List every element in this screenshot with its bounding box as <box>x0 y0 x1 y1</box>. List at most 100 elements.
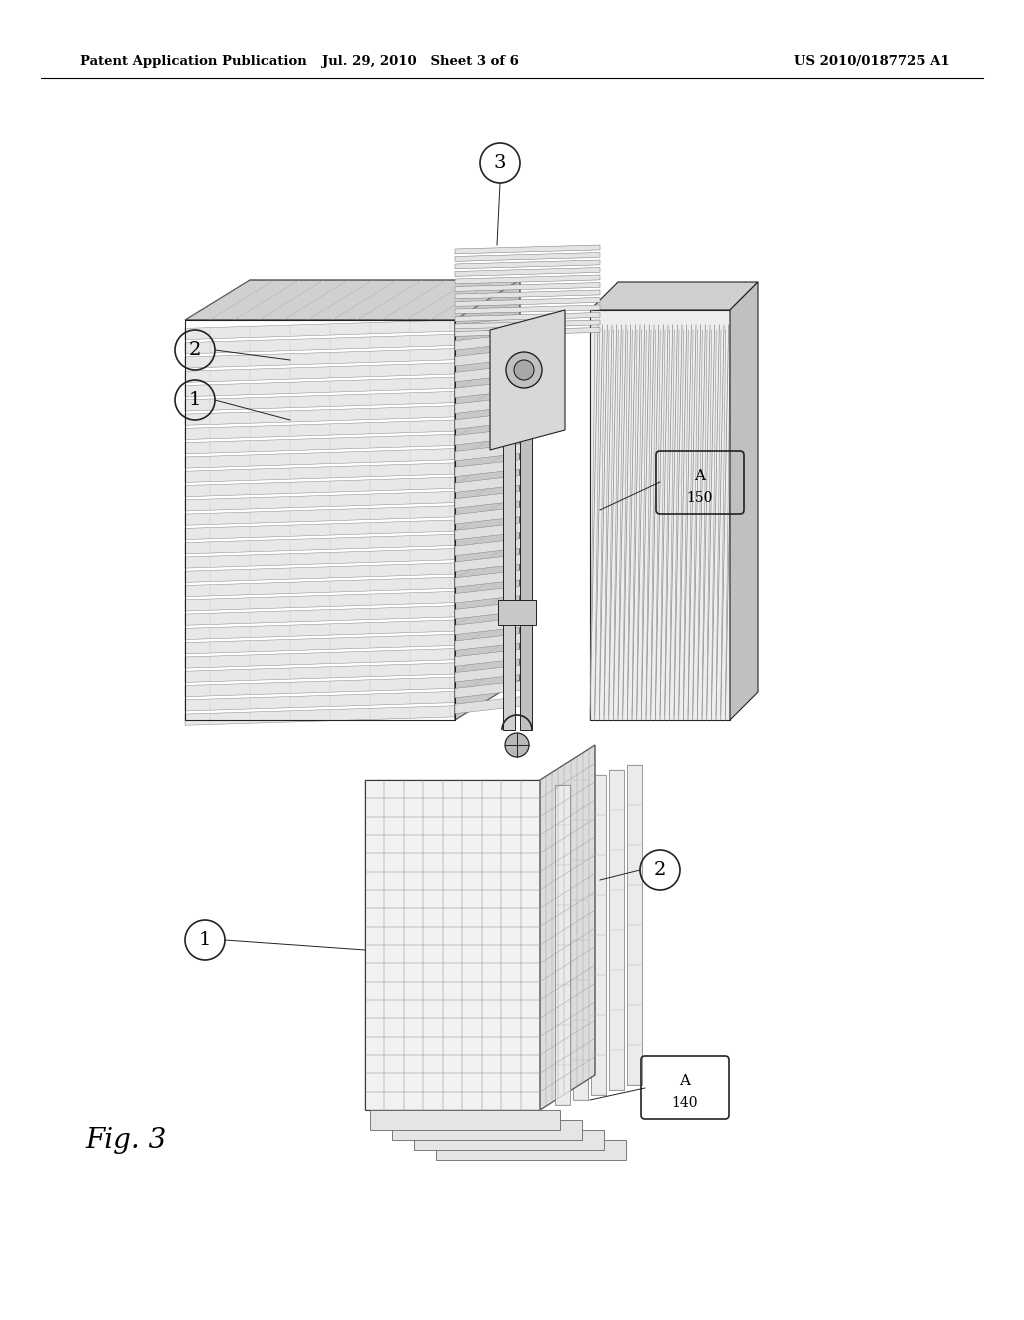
Polygon shape <box>455 275 600 284</box>
Polygon shape <box>455 268 600 276</box>
Polygon shape <box>540 744 595 1110</box>
Text: Jul. 29, 2010   Sheet 3 of 6: Jul. 29, 2010 Sheet 3 of 6 <box>322 55 518 69</box>
Polygon shape <box>365 780 540 1110</box>
Text: 140: 140 <box>672 1096 698 1110</box>
Polygon shape <box>591 775 606 1096</box>
Polygon shape <box>185 520 455 540</box>
Polygon shape <box>498 601 536 624</box>
Polygon shape <box>455 252 600 261</box>
Polygon shape <box>185 434 455 454</box>
Text: 150: 150 <box>687 491 713 506</box>
Polygon shape <box>185 606 455 626</box>
Polygon shape <box>455 428 525 445</box>
Polygon shape <box>590 282 758 310</box>
Polygon shape <box>185 463 455 482</box>
Text: 2: 2 <box>188 341 201 359</box>
Text: A: A <box>694 469 706 483</box>
Polygon shape <box>185 420 455 440</box>
Text: 1: 1 <box>188 391 201 409</box>
Polygon shape <box>185 280 520 319</box>
Polygon shape <box>455 618 525 635</box>
Text: A: A <box>680 1074 690 1088</box>
Polygon shape <box>455 380 525 397</box>
Polygon shape <box>185 363 455 383</box>
Polygon shape <box>185 477 455 496</box>
Text: 3: 3 <box>494 154 506 172</box>
Polygon shape <box>455 570 525 587</box>
Polygon shape <box>455 664 525 682</box>
Polygon shape <box>185 334 455 354</box>
Polygon shape <box>455 680 525 698</box>
Polygon shape <box>455 313 600 321</box>
Polygon shape <box>609 770 624 1090</box>
Polygon shape <box>490 310 565 450</box>
Polygon shape <box>455 305 600 314</box>
Polygon shape <box>185 491 455 511</box>
Polygon shape <box>455 290 600 298</box>
Polygon shape <box>455 475 525 492</box>
Polygon shape <box>555 785 570 1105</box>
Polygon shape <box>455 444 525 461</box>
Polygon shape <box>730 282 758 719</box>
Polygon shape <box>455 634 525 651</box>
Text: US 2010/0187725 A1: US 2010/0187725 A1 <box>795 55 950 69</box>
Polygon shape <box>185 405 455 425</box>
Polygon shape <box>455 317 525 334</box>
Polygon shape <box>455 364 525 381</box>
Polygon shape <box>185 677 455 697</box>
Polygon shape <box>414 1130 604 1150</box>
Polygon shape <box>185 562 455 582</box>
Polygon shape <box>503 440 515 730</box>
Polygon shape <box>455 649 525 667</box>
Polygon shape <box>455 602 525 619</box>
Polygon shape <box>455 348 525 366</box>
Text: 1: 1 <box>199 931 211 949</box>
Polygon shape <box>185 635 455 653</box>
Polygon shape <box>455 507 525 524</box>
Polygon shape <box>455 696 525 714</box>
Polygon shape <box>573 780 588 1100</box>
Text: Fig. 3: Fig. 3 <box>85 1126 166 1154</box>
Polygon shape <box>185 535 455 554</box>
Polygon shape <box>185 648 455 668</box>
Circle shape <box>505 733 529 756</box>
Polygon shape <box>185 620 455 640</box>
Text: 2: 2 <box>653 861 667 879</box>
Polygon shape <box>185 348 455 368</box>
Polygon shape <box>455 319 600 329</box>
Polygon shape <box>455 280 520 719</box>
Polygon shape <box>520 438 532 730</box>
Circle shape <box>514 360 534 380</box>
Polygon shape <box>455 554 525 572</box>
Circle shape <box>506 352 542 388</box>
Polygon shape <box>455 260 600 269</box>
Polygon shape <box>392 1119 582 1140</box>
Polygon shape <box>455 412 525 429</box>
Polygon shape <box>455 333 525 350</box>
Polygon shape <box>185 591 455 611</box>
Polygon shape <box>185 392 455 411</box>
Polygon shape <box>185 706 455 725</box>
Polygon shape <box>185 692 455 711</box>
Polygon shape <box>370 1110 560 1130</box>
Polygon shape <box>185 663 455 682</box>
Polygon shape <box>455 327 600 337</box>
Polygon shape <box>455 282 600 292</box>
Polygon shape <box>436 1140 626 1160</box>
Polygon shape <box>185 549 455 568</box>
Text: Patent Application Publication: Patent Application Publication <box>80 55 307 69</box>
Polygon shape <box>455 459 525 477</box>
Polygon shape <box>590 310 730 719</box>
Polygon shape <box>455 246 600 253</box>
Polygon shape <box>185 506 455 525</box>
Polygon shape <box>455 297 600 306</box>
Polygon shape <box>185 577 455 597</box>
Polygon shape <box>455 491 525 508</box>
Polygon shape <box>455 539 525 556</box>
Polygon shape <box>455 523 525 540</box>
Polygon shape <box>185 449 455 469</box>
Polygon shape <box>185 378 455 397</box>
Polygon shape <box>627 766 642 1085</box>
Polygon shape <box>455 586 525 603</box>
Polygon shape <box>185 319 455 339</box>
